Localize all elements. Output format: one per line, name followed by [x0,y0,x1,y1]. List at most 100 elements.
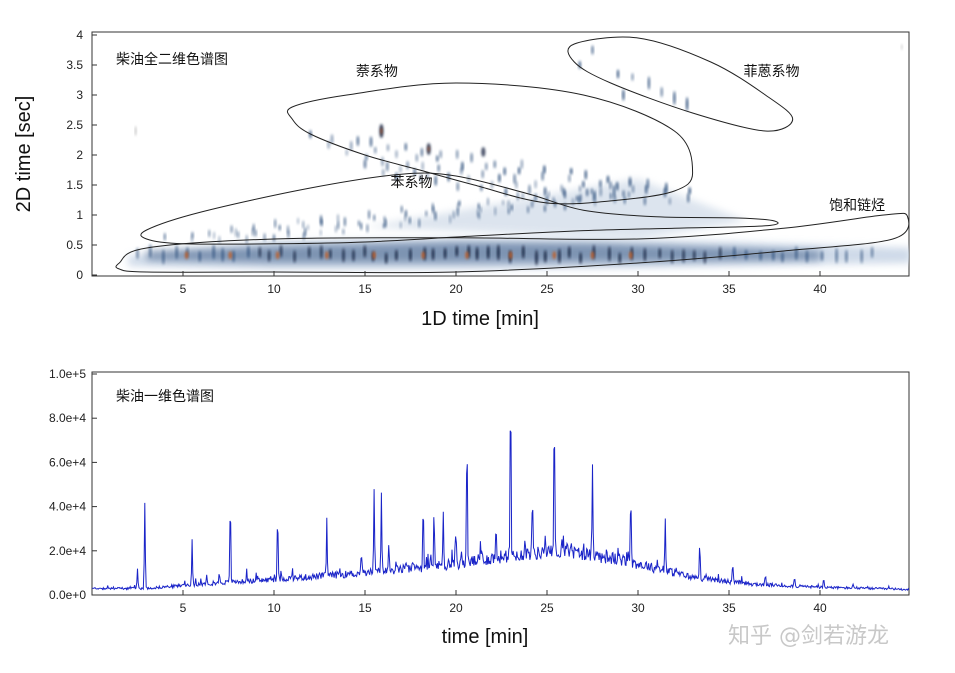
chromatogram-spot [386,161,389,172]
chromatogram-spot [456,207,459,217]
chromatogram-spot [606,175,610,184]
chromatogram-spot [366,223,369,233]
chromatogram-spot [400,205,403,214]
chromatogram-spot [622,189,625,198]
gcxgc-y-tick-label: 2 [76,148,83,162]
chromatogram-spot [820,250,824,262]
gcxgc-x-tick-label: 25 [540,282,554,296]
chromatogram-spot [431,247,435,261]
chromatogram-spot [337,220,340,230]
gc-x-axis-title: time [min] [442,626,529,648]
chromatogram-spot [384,252,388,265]
gc-y-tick-label: 4.0e+4 [49,500,86,514]
chromatogram-spot [643,247,647,262]
gc-y-tick-label: 8.0e+4 [49,411,86,425]
chromatogram-spot [507,207,510,215]
gcxgc-x-axis-title: 1D time [min] [421,308,539,330]
chromatogram-spot [455,149,459,160]
chromatogram-spot [363,159,367,169]
chromatogram-spot [343,216,346,227]
chromatogram-spot [805,250,809,264]
gc-y-ticks: 0.0e+0 2.0e+4 4.0e+4 6.0e+4 8.0e+4 1.0e+5 [49,367,97,602]
chromatogram-spot [835,247,838,264]
chromatogram-spot [860,249,863,264]
chromatogram-spot [582,180,585,189]
gc-panel: 5 10 15 20 25 30 35 40 0.0e+0 2.0e+4 4.0e+4 6.0e+4… [49,367,910,648]
chromatogram-spot [578,185,582,193]
chromatogram-spot [590,188,594,195]
chromatogram-spot [434,210,437,221]
chromatogram-spot [543,165,546,174]
chromatogram-spot [465,251,469,260]
chromatogram-spot [759,250,762,261]
gc-x-tick-label: 5 [180,601,187,615]
chromatogram-spot [522,245,525,259]
chromatogram-spot [592,192,596,203]
chromatogram-spot [213,231,216,240]
chromatogram-spot [452,210,455,220]
gcxgc-y-tick-label: 2.5 [66,118,83,132]
chromatogram-spot [302,220,305,229]
gcxgc-y-tick-label: 3 [76,88,83,102]
chromatogram-spot [571,197,575,207]
chromatogram-spot [325,251,329,260]
gcxgc-y-tick-label: 1.5 [66,178,83,192]
chromatogram-spot [427,146,430,152]
chromatogram-spot [437,164,441,173]
chromatogram-spot [688,186,691,195]
chromatogram-spot [470,152,473,163]
chromatogram-spot [302,231,305,241]
gc-x-tick-label: 35 [722,601,736,615]
chromatogram-spot [520,158,524,170]
chromatogram-spot [682,248,685,263]
chromatogram-spot [498,173,501,183]
chromatogram-spot [460,167,463,176]
chromatogram-spot [336,214,340,222]
chromatogram-spot [563,202,567,211]
gcxgc-plot-area [91,31,910,277]
gcxgc-x-tick-label: 40 [813,282,827,296]
chromatogram-spot [373,214,376,222]
chromatogram-spot [733,246,736,259]
chromatogram-spot [258,246,262,258]
chromatogram-spot [274,218,277,229]
chromatogram-spot [381,156,384,167]
chromatogram-spot [718,246,722,260]
gcxgc-x-tick-label: 10 [267,282,281,296]
chromatogram-spot [455,245,459,257]
gcxgc-y-tick-label: 0 [76,268,83,282]
chromatogram-spot [845,249,848,264]
chromatogram-spot [439,149,443,159]
chromatogram-spot [687,192,690,203]
gcxgc-y-tick-label: 1 [76,208,83,222]
chromatogram-spot [703,250,707,264]
chromatogram-spot [267,249,271,263]
chromatogram-spot [543,204,547,213]
gc-y-tick-label: 2.0e+4 [49,544,86,558]
chromatogram-spot [386,143,390,152]
chromatogram-spot [527,205,530,214]
haze [365,179,748,239]
chromatogram-spot [503,166,507,176]
gcxgc-y-tick-label: 4 [76,28,83,42]
chromatogram-spot [579,193,582,203]
chromatogram-spot [772,250,775,261]
chromatogram-spot [485,162,488,171]
gc-x-tick-label: 30 [631,601,645,615]
chromatogram-spot [456,181,460,192]
gcxgc-x-tick-label: 35 [722,282,736,296]
chromatogram-spot [590,251,595,260]
chromatogram-spot [149,243,152,259]
chromatogram-spot [175,244,178,260]
chromatogram-spot [278,224,281,231]
chromatogram-spot [374,146,377,154]
chromatogram-spot [447,172,450,182]
chromatogram-spot [191,235,194,243]
chromatogram-spot [609,180,612,190]
chromatogram-spot [644,184,648,195]
chromatogram-spot [516,191,519,202]
chromatogram-spot [631,184,635,194]
gcxgc-x-tick-label: 30 [631,282,645,296]
chromatogram-spot [552,251,556,260]
